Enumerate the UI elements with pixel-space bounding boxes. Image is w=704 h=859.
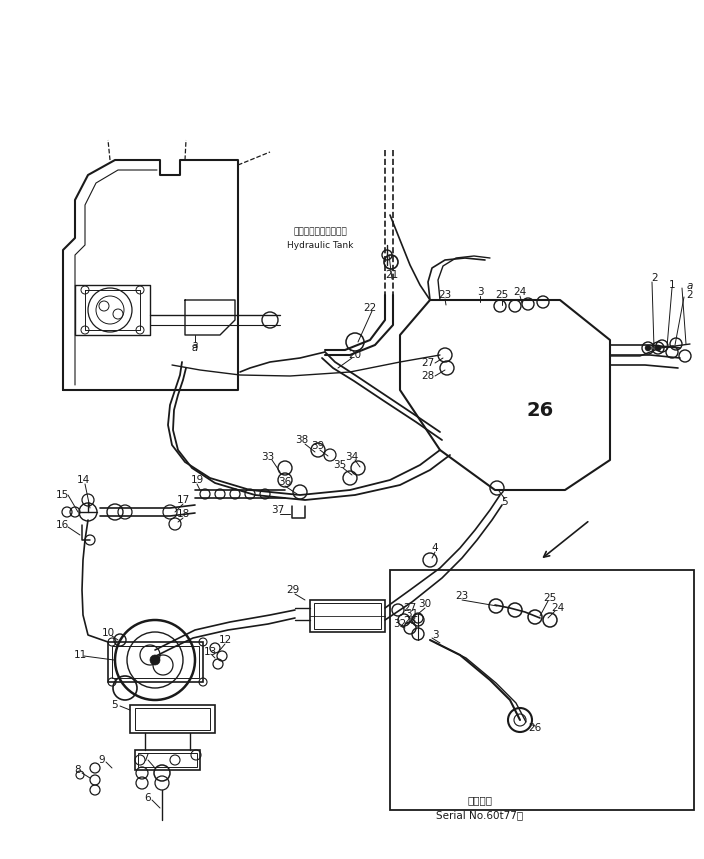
Text: 6: 6 bbox=[145, 793, 151, 803]
Text: 28: 28 bbox=[422, 371, 434, 381]
Circle shape bbox=[655, 345, 661, 351]
Bar bbox=[112, 646, 199, 678]
Text: 14: 14 bbox=[76, 475, 89, 485]
Text: 4: 4 bbox=[432, 543, 439, 553]
Text: 5: 5 bbox=[112, 700, 118, 710]
Text: 30: 30 bbox=[418, 599, 432, 609]
Text: 12: 12 bbox=[218, 635, 232, 645]
Text: 34: 34 bbox=[346, 452, 358, 462]
Text: 2: 2 bbox=[686, 290, 693, 300]
Text: 16: 16 bbox=[56, 520, 68, 530]
Text: 20: 20 bbox=[348, 350, 362, 360]
Text: 31: 31 bbox=[406, 609, 419, 619]
Text: 18: 18 bbox=[177, 509, 189, 519]
Text: 23: 23 bbox=[455, 591, 469, 601]
Text: 27: 27 bbox=[403, 603, 417, 613]
Text: 8: 8 bbox=[75, 765, 82, 775]
Text: 33: 33 bbox=[261, 452, 275, 462]
Bar bbox=[314, 603, 381, 629]
Text: 15: 15 bbox=[56, 490, 68, 500]
Text: 25: 25 bbox=[543, 593, 557, 603]
Text: 29: 29 bbox=[287, 585, 300, 595]
Bar bbox=[310, 600, 385, 632]
Text: 24: 24 bbox=[513, 287, 527, 297]
Text: 37: 37 bbox=[271, 505, 284, 515]
Text: 適用号機: 適用号機 bbox=[467, 795, 493, 805]
Text: 36: 36 bbox=[278, 477, 291, 487]
Text: Serial No.60t77～: Serial No.60t77～ bbox=[436, 810, 524, 820]
Bar bbox=[390, 570, 694, 810]
Circle shape bbox=[150, 655, 160, 665]
Text: 26: 26 bbox=[527, 400, 553, 419]
Text: 13: 13 bbox=[203, 647, 217, 657]
Text: 23: 23 bbox=[439, 290, 452, 300]
Text: ハイドロリックタンク: ハイドロリックタンク bbox=[293, 228, 347, 236]
Text: 1: 1 bbox=[669, 280, 675, 290]
Text: 5: 5 bbox=[502, 497, 508, 507]
Text: 32: 32 bbox=[394, 619, 407, 629]
Text: 39: 39 bbox=[311, 441, 325, 451]
Text: 17: 17 bbox=[177, 495, 189, 505]
Bar bbox=[138, 753, 197, 767]
Text: a: a bbox=[191, 340, 199, 350]
Text: 28: 28 bbox=[403, 616, 417, 626]
Bar bbox=[130, 705, 215, 733]
Text: 24: 24 bbox=[551, 603, 565, 613]
Text: 2: 2 bbox=[652, 273, 658, 283]
Text: 22: 22 bbox=[363, 303, 377, 313]
Text: 19: 19 bbox=[190, 475, 203, 485]
Text: 10: 10 bbox=[101, 628, 115, 638]
Text: a: a bbox=[191, 343, 199, 353]
Text: 21: 21 bbox=[385, 270, 398, 280]
Bar bbox=[135, 750, 200, 770]
Text: 35: 35 bbox=[334, 460, 346, 470]
Text: 11: 11 bbox=[73, 650, 87, 660]
Text: 38: 38 bbox=[296, 435, 308, 445]
Circle shape bbox=[645, 345, 651, 351]
Text: 26: 26 bbox=[529, 723, 541, 733]
Text: a: a bbox=[687, 281, 693, 291]
Text: 25: 25 bbox=[496, 290, 508, 300]
Bar bbox=[135, 708, 210, 730]
Text: 7: 7 bbox=[142, 753, 149, 763]
Text: 3: 3 bbox=[432, 630, 439, 640]
Text: Hydraulic Tank: Hydraulic Tank bbox=[287, 241, 353, 251]
Text: 27: 27 bbox=[422, 358, 434, 368]
Bar bbox=[108, 642, 203, 682]
Text: 9: 9 bbox=[99, 755, 106, 765]
Text: 3: 3 bbox=[477, 287, 484, 297]
